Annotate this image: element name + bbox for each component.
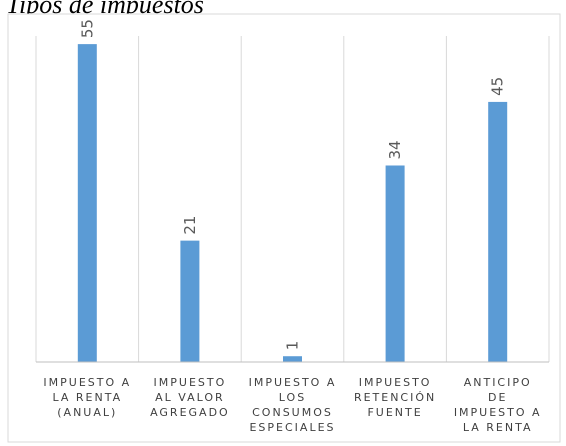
category-labels: IMPUESTO A LA RENTA (ANUAL) IMPUESTO AL VALO… <box>43 376 542 434</box>
bar <box>180 240 200 362</box>
category-label: IMPUESTO A <box>43 376 131 389</box>
category-label: DE <box>488 391 507 404</box>
category-label: IMPUESTO <box>154 376 227 389</box>
category-label: LA RENTA <box>52 391 122 404</box>
category-label: IMPUESTO A <box>249 376 337 389</box>
data-label: 1 <box>284 341 302 351</box>
data-label: 34 <box>386 140 404 159</box>
category-label: LA RENTA <box>463 421 533 434</box>
category-label: LOS <box>279 391 306 404</box>
category-label: ANTICIPO <box>464 376 532 389</box>
data-label: 21 <box>181 216 199 235</box>
category-label: (ANUAL) <box>57 406 117 419</box>
category-label: CONSUMOS <box>252 406 333 419</box>
category-label: FUENTE <box>367 406 422 419</box>
category-label: IMPUESTO <box>359 376 432 389</box>
grid-lines <box>35 36 550 362</box>
chart-frame <box>7 13 561 443</box>
bar <box>385 165 405 362</box>
category-label: AGREGADO <box>150 406 230 419</box>
category-label: IMPUESTO A <box>454 406 542 419</box>
bar <box>283 356 302 362</box>
data-label: 45 <box>489 77 507 96</box>
data-label: 55 <box>78 19 96 38</box>
category-label: AL VALOR <box>155 391 225 404</box>
category-label: ESPECIALES <box>249 421 335 434</box>
bar <box>77 44 97 362</box>
data-labels: 55 21 1 34 45 <box>78 19 506 350</box>
category-label: RETENCIÓN <box>354 391 436 404</box>
bars <box>77 44 508 362</box>
bar <box>488 101 508 362</box>
